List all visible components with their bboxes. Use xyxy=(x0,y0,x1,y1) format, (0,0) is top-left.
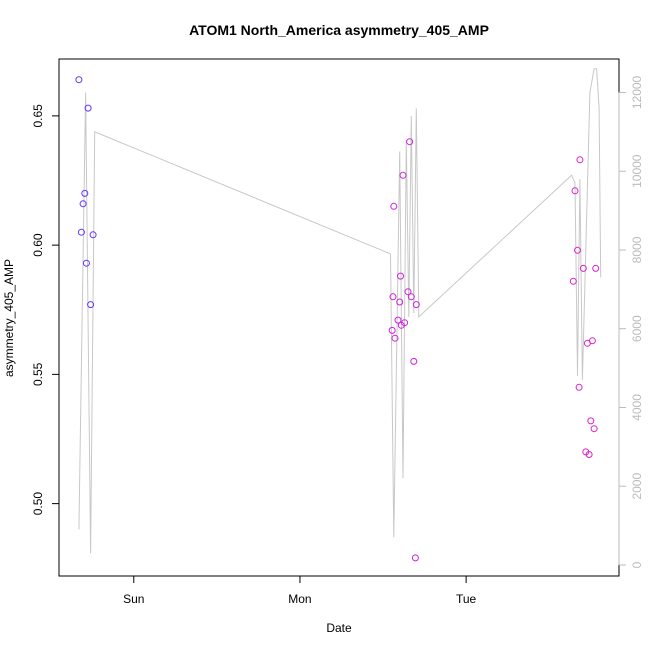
data-point xyxy=(579,264,587,272)
y-tick-label: 0.60 xyxy=(31,233,45,257)
data-point xyxy=(388,326,396,334)
data-point xyxy=(410,357,418,365)
y-axis-label: asymmetry_405_AMP xyxy=(2,259,16,377)
count-series-line xyxy=(78,68,602,554)
y-tick-label: 0.50 xyxy=(31,492,45,516)
data-point xyxy=(412,301,420,309)
data-point xyxy=(592,264,600,272)
data-point xyxy=(588,337,596,345)
data-point xyxy=(585,451,593,458)
y2-tick-label: 10000 xyxy=(630,154,644,188)
data-point xyxy=(406,138,414,146)
data-point xyxy=(401,319,409,327)
y-axis: 0.50 0.55 0.60 0.65 xyxy=(31,104,59,515)
data-point xyxy=(569,277,577,285)
points-layer xyxy=(75,76,600,562)
plot-frame xyxy=(58,58,620,577)
chart-title: ATOM1 North_America asymmetry_405_AMP xyxy=(189,22,489,38)
data-point xyxy=(75,76,83,84)
data-point xyxy=(576,156,584,164)
data-point xyxy=(574,246,581,254)
right-y-axis: 0 2000 4000 6000 8000 10000 12000 xyxy=(618,75,644,568)
y-tick-label: 0.55 xyxy=(31,362,45,386)
data-point xyxy=(407,293,415,301)
y-tick-label: 0.65 xyxy=(31,104,45,128)
data-point xyxy=(81,189,89,197)
data-point xyxy=(390,202,398,210)
count-series-layer xyxy=(78,68,602,554)
data-point xyxy=(396,298,404,306)
y2-tick-label: 2000 xyxy=(630,473,644,500)
x-axis: Sun Mon Tue xyxy=(123,576,477,606)
data-point xyxy=(411,554,419,562)
data-point xyxy=(77,228,85,236)
data-point xyxy=(391,334,399,342)
x-axis-label: Date xyxy=(326,621,352,635)
x-tick-label: Mon xyxy=(288,592,311,606)
data-point xyxy=(84,104,92,112)
data-point xyxy=(389,293,397,301)
data-point xyxy=(399,171,407,179)
y2-tick-label: 6000 xyxy=(630,315,644,342)
data-point xyxy=(575,383,583,391)
x-tick-label: Sun xyxy=(123,592,144,606)
data-point xyxy=(571,187,579,195)
data-point xyxy=(404,288,412,296)
data-point xyxy=(89,231,97,239)
x-tick-label: Tue xyxy=(456,592,477,606)
data-point xyxy=(394,316,402,324)
data-point xyxy=(82,259,90,267)
y2-tick-label: 8000 xyxy=(630,236,644,263)
y2-tick-label: 4000 xyxy=(630,394,644,421)
data-point xyxy=(397,272,404,280)
data-point xyxy=(587,417,595,425)
data-point xyxy=(79,200,87,208)
data-point xyxy=(590,425,598,433)
y2-tick-label: 12000 xyxy=(630,75,644,109)
y2-tick-label: 0 xyxy=(630,561,644,568)
data-point xyxy=(87,301,95,309)
